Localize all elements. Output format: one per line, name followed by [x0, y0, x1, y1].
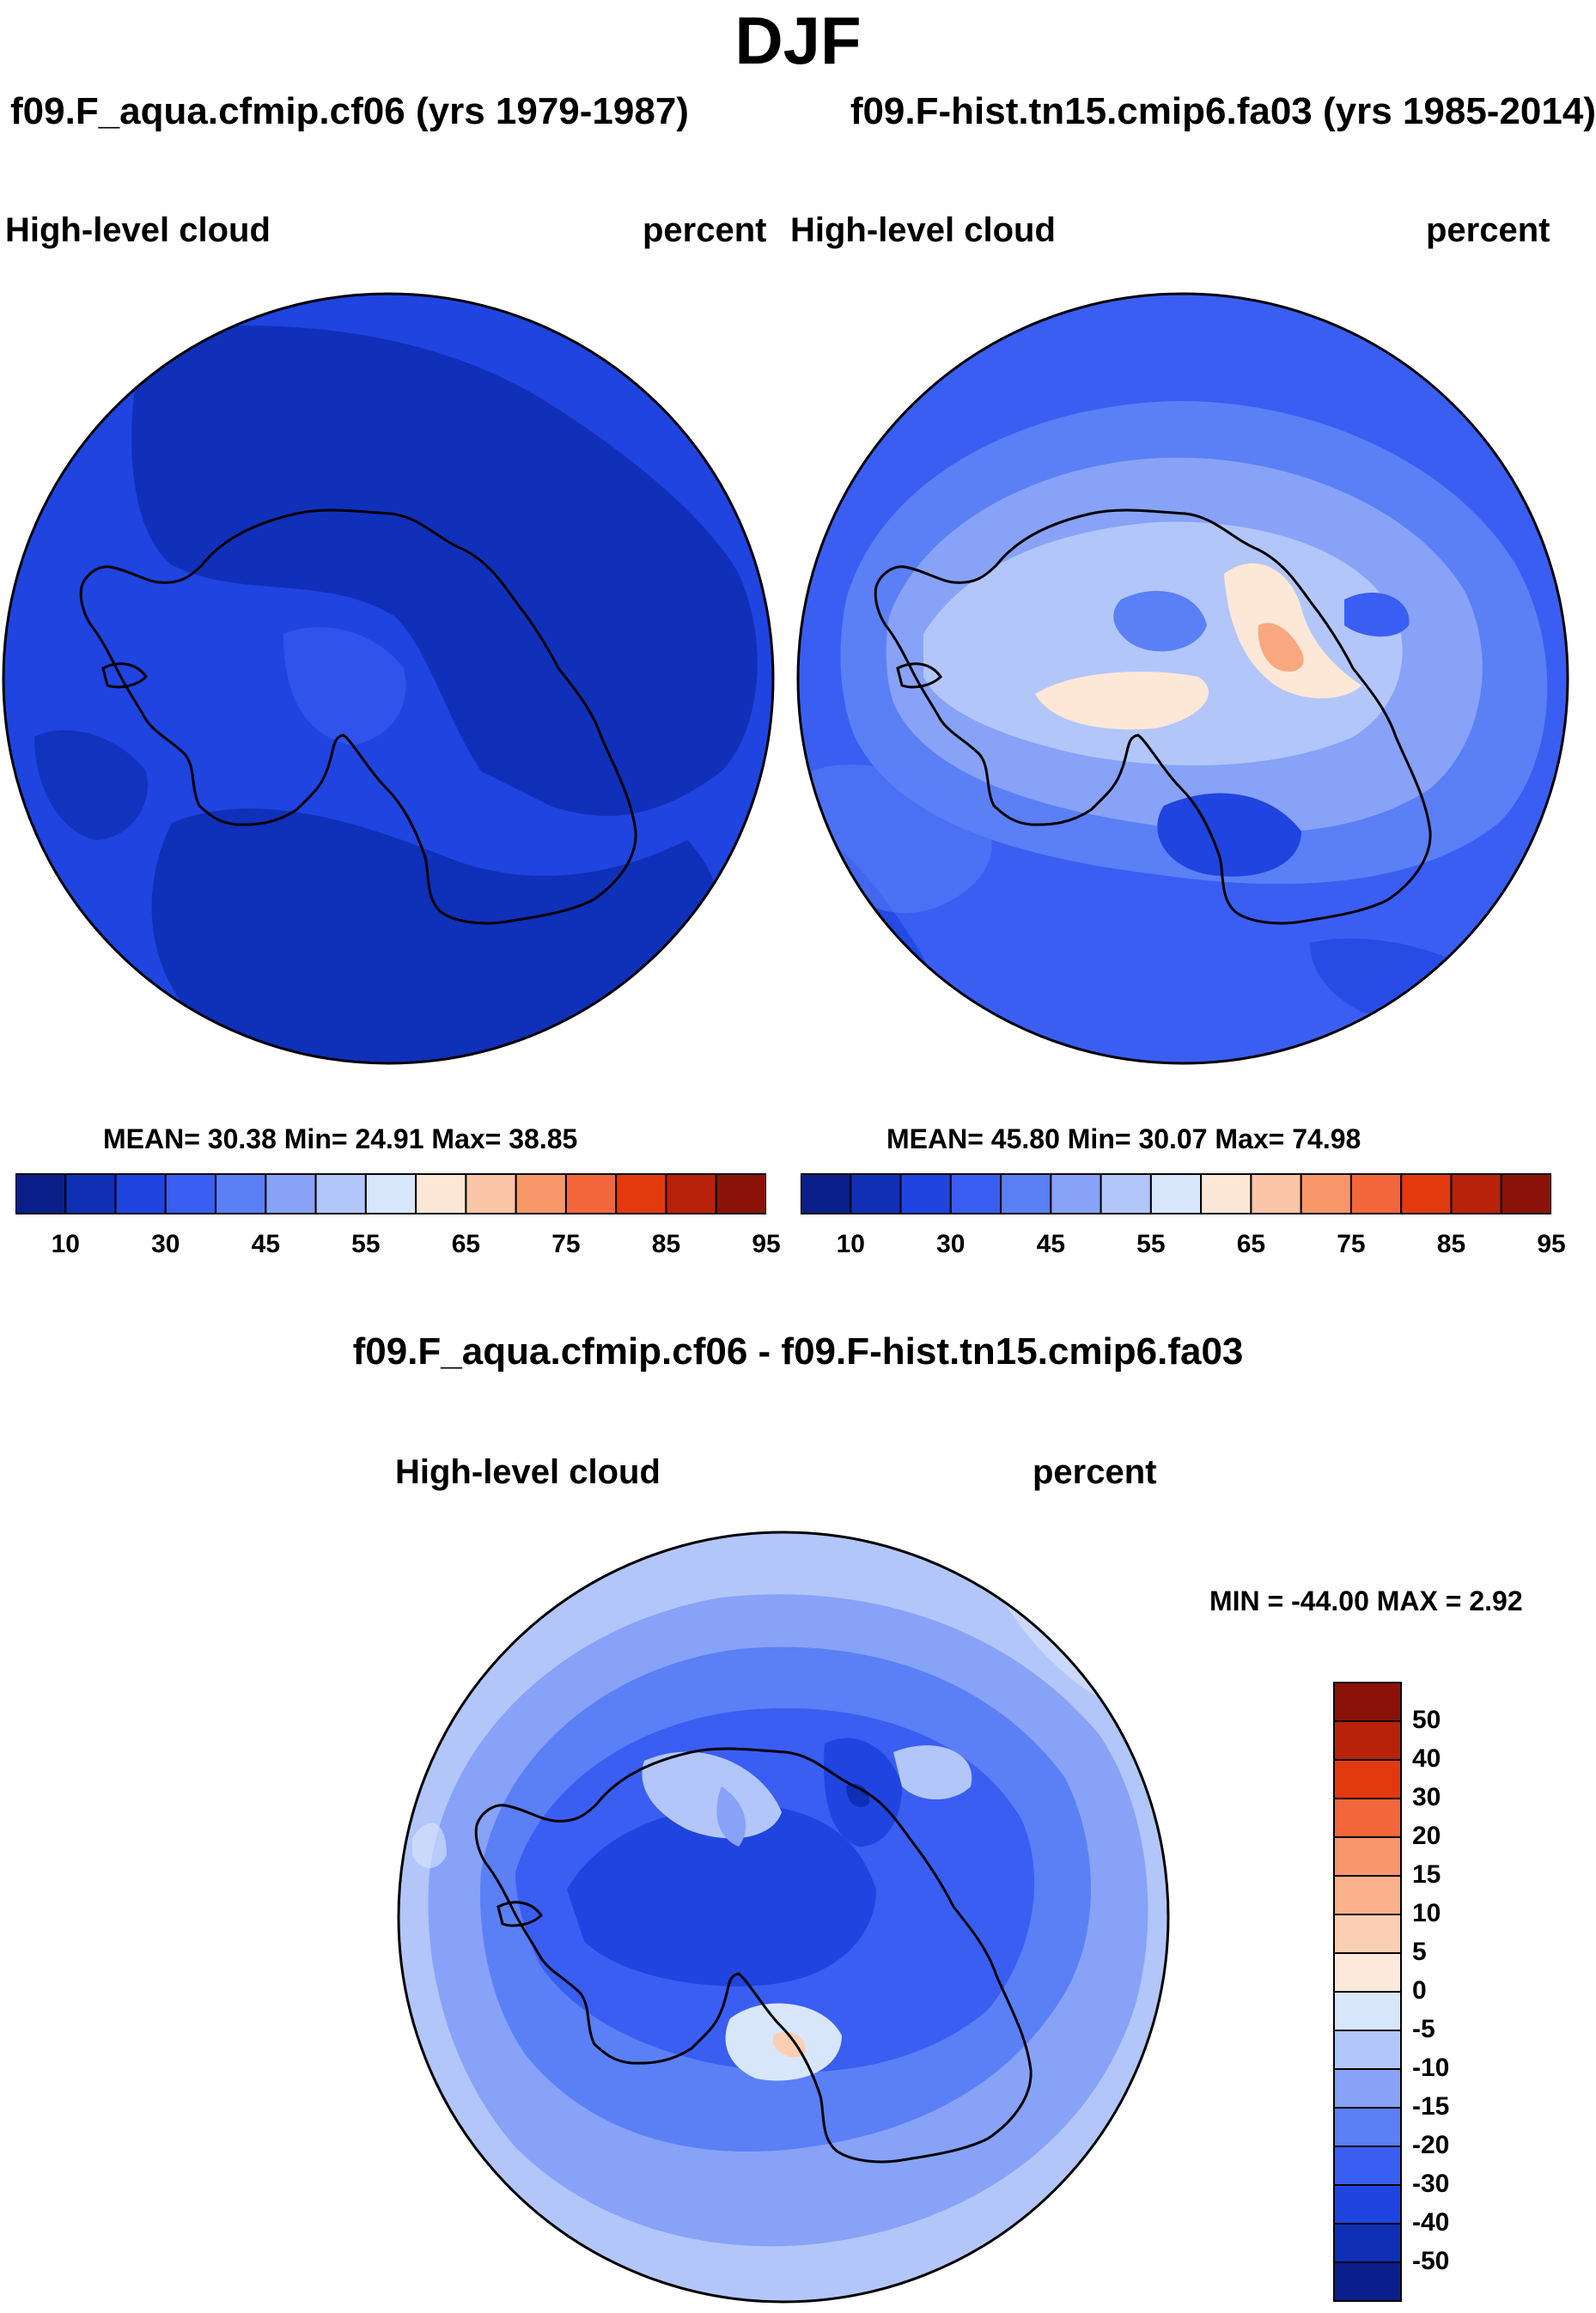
colorbar-swatch: [364, 1173, 417, 1214]
colorbar-swatch: [1333, 2184, 1402, 2225]
colorbar-tick-label: 65: [451, 1230, 481, 1258]
colorbar-tick-label: 30: [1412, 1783, 1441, 1811]
right-stats: MEAN= 45.80 Min= 30.07 Max= 74.98: [886, 1123, 1361, 1154]
colorbar-tick-label: 10: [836, 1230, 865, 1258]
colorbar-swatch: [465, 1173, 517, 1214]
right-polar-map: [796, 292, 1569, 1065]
colorbar-tick-label: -40: [1412, 2208, 1450, 2237]
colorbar-tick-label: -20: [1412, 2131, 1450, 2159]
colorbar-swatch: [1250, 1173, 1302, 1214]
left-variable-label: High-level cloud: [5, 211, 271, 249]
colorbar-swatch: [1333, 2030, 1402, 2070]
diff-units-label: percent: [1033, 1453, 1157, 1491]
colorbar-swatch: [164, 1173, 217, 1214]
left-case-name: f09.F_aqua.cfmip.cf06 (yrs 1979-1987): [10, 90, 689, 132]
colorbar-swatch: [314, 1173, 367, 1214]
colorbar-swatch: [1333, 1952, 1402, 1993]
right-units-label: percent: [1426, 211, 1550, 249]
colorbar-swatch: [1000, 1173, 1052, 1214]
colorbar-swatch: [1333, 1914, 1402, 1954]
colorbar-swatch: [1100, 1173, 1152, 1214]
colorbar-swatch: [1300, 1173, 1352, 1214]
page-title: DJF: [734, 3, 862, 78]
colorbar-swatch: [265, 1173, 317, 1214]
colorbar-swatch: [1400, 1173, 1453, 1214]
colorbar-tick-label: -15: [1412, 2092, 1450, 2121]
colorbar-swatch: [1050, 1173, 1102, 1214]
colorbar-swatch: [564, 1173, 618, 1214]
colorbar-tick-label: -50: [1412, 2247, 1450, 2275]
right-colorbar: [801, 1173, 1551, 1214]
colorbar-tick-label: 75: [551, 1230, 581, 1258]
colorbar-swatch: [1349, 1173, 1403, 1214]
colorbar-swatch: [1333, 1798, 1402, 1838]
colorbar-swatch: [1333, 2261, 1402, 2302]
colorbar-tick-label: 10: [1412, 1899, 1441, 1927]
right-case-name: f09.F-hist.tn15.cmip6.fa03 (yrs 1985-201…: [850, 90, 1596, 132]
colorbar-swatch: [1333, 2146, 1402, 2186]
colorbar-tick-label: 45: [251, 1230, 281, 1258]
colorbar-swatch: [850, 1173, 902, 1214]
colorbar-tick-label: 30: [151, 1230, 180, 1258]
colorbar-tick-label: 50: [1412, 1706, 1441, 1734]
colorbar-swatch: [515, 1173, 567, 1214]
colorbar-tick-label: 5: [1412, 1938, 1427, 1966]
diff-colorbar: [1333, 1682, 1402, 2302]
colorbar-tick-label: 55: [351, 1230, 381, 1258]
colorbar-tick-label: 10: [51, 1230, 80, 1258]
diff-stats: MIN = -44.00 MAX = 2.92: [1209, 1586, 1523, 1616]
colorbar-tick-label: 55: [1136, 1230, 1166, 1258]
colorbar-tick-label: 20: [1412, 1822, 1441, 1850]
left-stats: MEAN= 30.38 Min= 24.91 Max= 38.85: [103, 1123, 578, 1154]
colorbar-swatch: [64, 1173, 117, 1214]
diff-variable-label: High-level cloud: [395, 1453, 661, 1491]
colorbar-swatch: [615, 1173, 667, 1214]
colorbar-swatch: [1450, 1173, 1502, 1214]
colorbar-tick-label: 95: [1537, 1230, 1566, 1258]
colorbar-swatch: [899, 1173, 952, 1214]
colorbar-swatch: [1149, 1173, 1203, 1214]
colorbar-tick-label: 15: [1412, 1860, 1441, 1889]
left-units-label: percent: [643, 211, 767, 249]
colorbar-swatch: [1333, 2223, 1402, 2263]
colorbar-tick-label: -5: [1412, 2015, 1435, 2043]
colorbar-tick-label: 30: [936, 1230, 966, 1258]
colorbar-tick-label: -10: [1412, 2054, 1450, 2082]
colorbar-swatch: [1333, 2068, 1402, 2109]
colorbar-swatch: [114, 1173, 167, 1214]
colorbar-tick-label: -30: [1412, 2170, 1450, 2198]
colorbar-swatch: [1333, 1836, 1402, 1877]
colorbar-swatch: [1333, 1875, 1402, 1915]
colorbar-swatch: [715, 1173, 766, 1214]
colorbar-swatch: [949, 1173, 1002, 1214]
colorbar-swatch: [1200, 1173, 1252, 1214]
colorbar-tick-label: 85: [651, 1230, 681, 1258]
diff-case-name: f09.F_aqua.cfmip.cf06 - f09.F-hist.tn15.…: [352, 1330, 1244, 1373]
colorbar-swatch: [1333, 1720, 1402, 1761]
colorbar-tick-label: 40: [1412, 1744, 1441, 1773]
colorbar-tick-label: 65: [1236, 1230, 1266, 1258]
colorbar-swatch: [1333, 2107, 1402, 2147]
colorbar-swatch: [1333, 1759, 1402, 1799]
colorbar-swatch: [15, 1173, 67, 1214]
colorbar-swatch: [215, 1173, 267, 1214]
left-colorbar: [15, 1173, 766, 1214]
colorbar-tick-label: 0: [1412, 1976, 1427, 2005]
right-variable-label: High-level cloud: [790, 211, 1056, 249]
colorbar-tick-label: 85: [1436, 1230, 1466, 1258]
colorbar-tick-label: 75: [1337, 1230, 1366, 1258]
colorbar-swatch: [415, 1173, 467, 1214]
colorbar-swatch: [801, 1173, 852, 1214]
colorbar-tick-label: 95: [752, 1230, 781, 1258]
colorbar-tick-label: 45: [1036, 1230, 1066, 1258]
colorbar-swatch: [665, 1173, 717, 1214]
colorbar-swatch: [1333, 1991, 1402, 2031]
left-polar-map: [2, 292, 775, 1065]
colorbar-swatch: [1500, 1173, 1551, 1214]
colorbar-swatch: [1333, 1682, 1402, 1722]
diff-polar-map: [397, 1531, 1170, 2304]
